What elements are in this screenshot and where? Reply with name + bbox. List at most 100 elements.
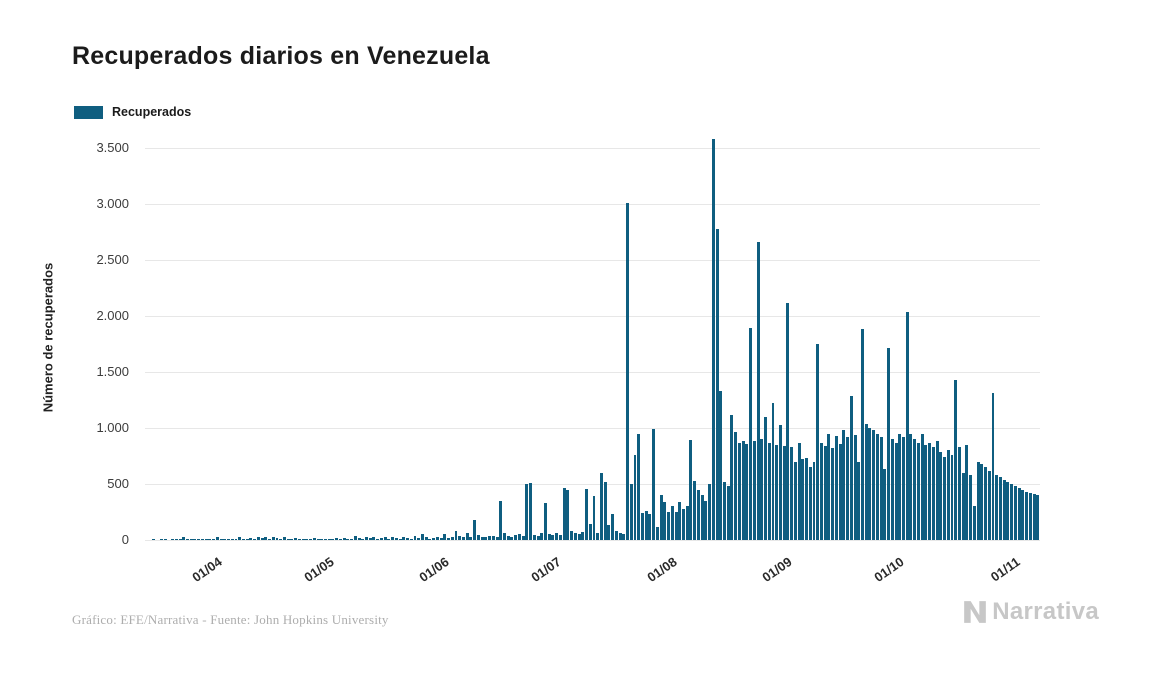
bar [790, 447, 794, 540]
bar [171, 539, 175, 540]
bar [432, 537, 436, 540]
bar [711, 139, 715, 540]
bar [831, 448, 835, 540]
bar [834, 435, 838, 540]
y-tick-label: 1.000 [96, 420, 129, 435]
bar [402, 536, 406, 540]
bar [969, 475, 973, 540]
bar [514, 534, 518, 540]
bar [223, 538, 227, 540]
bar [197, 539, 201, 540]
bar [887, 348, 891, 540]
bar [618, 533, 622, 540]
bar [957, 447, 961, 540]
bar [286, 538, 290, 540]
bar [909, 433, 913, 540]
brand-text: Narrativa [992, 598, 1099, 625]
bar [663, 501, 667, 540]
legend-label: Recuperados [112, 105, 192, 119]
y-tick-label: 3.500 [96, 140, 129, 155]
bar [238, 537, 242, 540]
x-tick-label: 01/11 [987, 554, 1023, 585]
bar [577, 534, 581, 540]
bar [338, 539, 342, 540]
bar [312, 538, 316, 540]
bar [667, 512, 671, 540]
bar [1017, 488, 1021, 540]
bar [950, 454, 954, 540]
bar [894, 442, 898, 540]
bar [268, 539, 272, 540]
bar [954, 379, 958, 540]
bar [506, 535, 510, 540]
bar [581, 532, 585, 540]
bar [320, 538, 324, 540]
bar [823, 445, 827, 540]
x-tick-label: 01/06 [416, 554, 452, 585]
bar [256, 537, 260, 540]
y-tick-label: 0 [121, 532, 129, 547]
bar [622, 534, 626, 540]
y-tick-label: 1.500 [96, 364, 129, 379]
bar [737, 442, 741, 540]
bar [842, 430, 846, 540]
bar [674, 512, 678, 540]
x-tick-label: 01/08 [644, 554, 680, 585]
bar [730, 414, 734, 540]
y-tick-label: 2.500 [96, 252, 129, 267]
bar [861, 329, 864, 540]
bar [1013, 486, 1017, 540]
bar [879, 436, 883, 540]
bar [734, 432, 738, 540]
bar [1021, 489, 1025, 540]
bar [391, 536, 395, 540]
bar [704, 500, 708, 540]
bar [495, 536, 499, 540]
bar [682, 508, 685, 540]
bar [182, 536, 186, 540]
bar [995, 475, 999, 540]
bar [499, 500, 503, 540]
bar [525, 484, 529, 540]
bar [708, 484, 712, 540]
bar [931, 447, 935, 540]
gridline [145, 259, 1040, 261]
gridline [145, 315, 1040, 317]
bar [771, 403, 775, 540]
y-tick-label: 3.000 [96, 196, 129, 211]
bar [376, 538, 380, 540]
bar [316, 539, 320, 540]
bar [614, 531, 618, 540]
bar [570, 531, 574, 540]
gridline [145, 371, 1040, 373]
bar [357, 537, 361, 540]
source-credit: Gráfico: EFE/Narrativa - Fuente: John Ho… [72, 612, 389, 627]
gridline [145, 147, 1040, 149]
gridline [145, 427, 1040, 429]
bar [394, 537, 398, 540]
bar [1002, 479, 1006, 540]
bar [782, 445, 786, 540]
bar [719, 391, 723, 540]
bar [928, 442, 932, 540]
bar [551, 534, 555, 540]
bar [644, 510, 648, 540]
bar [1028, 492, 1032, 540]
bar [350, 539, 354, 540]
bar [439, 538, 443, 540]
bar [428, 538, 432, 540]
bar [689, 440, 693, 540]
brand-logo: Narrativa [962, 598, 1099, 626]
narrativa-n-icon [964, 601, 987, 623]
bar [443, 533, 447, 540]
bar [980, 463, 984, 540]
bar [838, 443, 842, 540]
bar [637, 433, 641, 540]
bar [447, 537, 451, 540]
bar [413, 536, 417, 540]
bar [913, 439, 917, 540]
bar [603, 481, 607, 540]
bar [808, 467, 812, 540]
bar [178, 539, 182, 540]
